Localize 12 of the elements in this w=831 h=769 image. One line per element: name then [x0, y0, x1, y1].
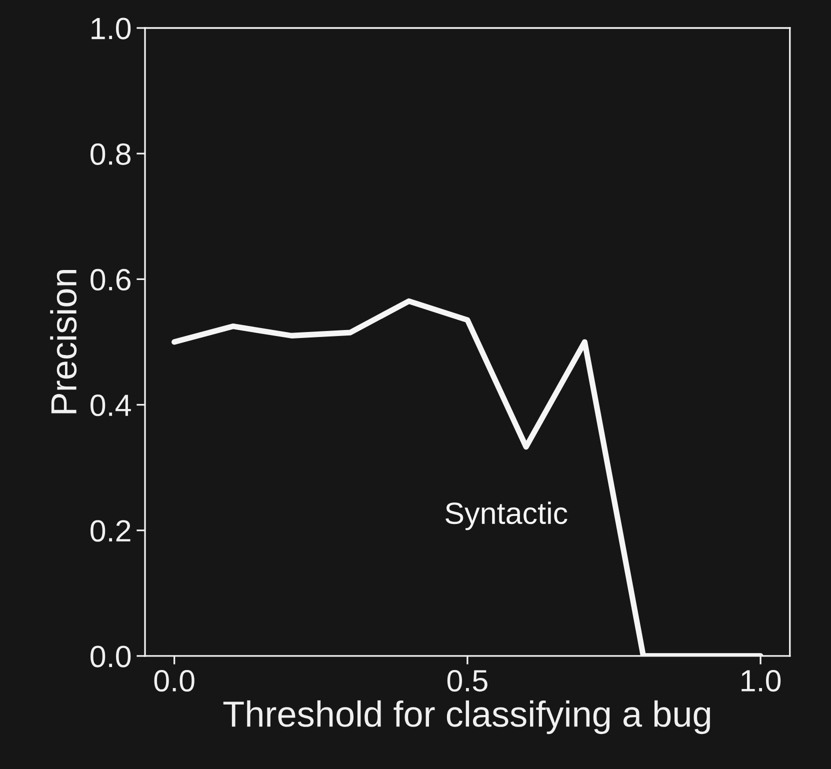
y-tick-label: 0.6 — [90, 268, 130, 291]
x-tick-label: 0.0 — [154, 670, 194, 692]
y-tick-label: 1.0 — [92, 18, 131, 40]
x-tick-label: 1.0 — [742, 670, 781, 692]
x-axis-title: Threshold for classifying a bug — [223, 700, 710, 734]
x-tick-label: 0.5 — [447, 670, 488, 692]
y-tick-label: 0.2 — [90, 520, 130, 542]
series-label: Syntactic — [446, 502, 568, 530]
y-axis-title: Precision — [50, 270, 77, 414]
y-tick-label: 0.0 — [90, 646, 131, 668]
y-tick-label: 0.8 — [90, 143, 130, 165]
y-tick-label: 0.4 — [90, 394, 131, 416]
